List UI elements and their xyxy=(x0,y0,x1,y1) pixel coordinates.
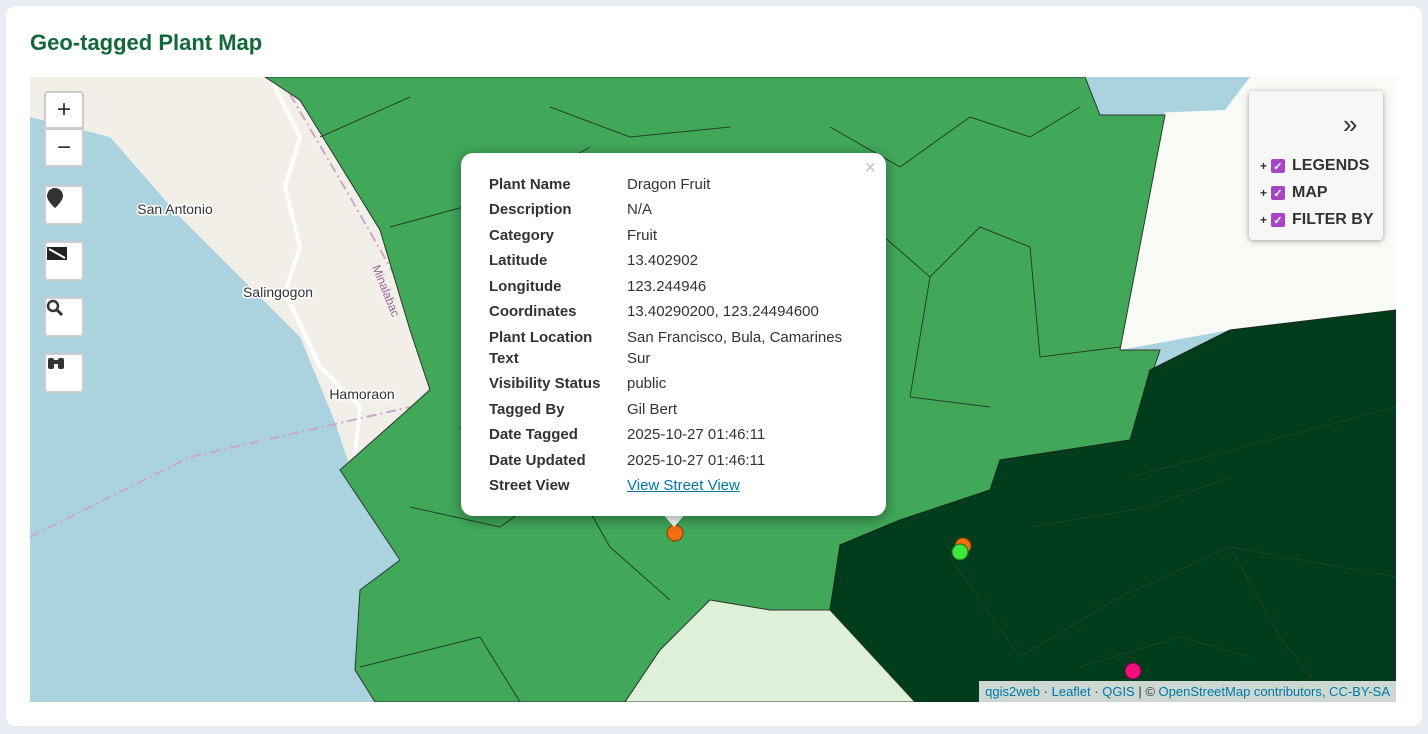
card: Geo-tagged Plant Map San Antonio Salingo… xyxy=(6,6,1422,726)
road xyxy=(268,77,363,458)
locate-icon xyxy=(47,188,63,208)
region xyxy=(624,599,916,702)
field-label: Visibility Status xyxy=(489,375,601,392)
field-label: Longitude xyxy=(489,278,562,295)
field-value: 13.40290200, 123.24494600 xyxy=(627,303,819,320)
map[interactable]: San Antonio Salingogon Hamoraon Minalaba… xyxy=(30,77,1396,702)
layer-label: LEGENDS xyxy=(1292,157,1370,174)
layer-checkbox[interactable]: ✓ xyxy=(1271,213,1286,227)
region xyxy=(829,309,1396,702)
geocode-button[interactable] xyxy=(44,353,84,393)
attribution-link[interactable]: OpenStreetMap contributors, CC-BY-SA xyxy=(1158,684,1390,699)
popup: × Plant Name Dragon Fruit Description N/A Ca… xyxy=(461,153,886,516)
plant-marker[interactable] xyxy=(666,524,684,542)
field-value: Dragon Fruit xyxy=(627,176,711,193)
street-view-link[interactable]: View Street View xyxy=(627,477,740,494)
measure-icon xyxy=(47,247,67,260)
layer-item[interactable]: + ✓ FILTER BY xyxy=(1260,211,1374,229)
place-label: Hamoraon xyxy=(329,386,394,402)
search-button[interactable] xyxy=(44,297,84,337)
attribution-link[interactable]: qgis2web xyxy=(985,684,1041,699)
layer-checkbox[interactable]: ✓ xyxy=(1271,186,1286,200)
layer-expander[interactable]: + xyxy=(1260,159,1268,173)
attribution-link[interactable]: Leaflet xyxy=(1051,684,1091,699)
field-label: Plant Location Text xyxy=(489,329,593,367)
layer-expander[interactable]: + xyxy=(1260,213,1268,227)
plant-marker[interactable] xyxy=(1124,662,1142,680)
layer-label: FILTER BY xyxy=(1292,211,1374,228)
locate-button[interactable] xyxy=(44,185,84,225)
plant-marker[interactable] xyxy=(951,543,969,561)
attribution: qgis2web · Leaflet · QGIS | © OpenStreet… xyxy=(979,681,1396,702)
layer-label: MAP xyxy=(1292,184,1328,201)
field-value: N/A xyxy=(627,201,653,218)
layer-checkbox[interactable]: ✓ xyxy=(1271,159,1286,173)
field-value: Fruit xyxy=(627,227,657,244)
field-label: Date Updated xyxy=(489,452,586,469)
field-value: 123.244946 xyxy=(627,278,707,295)
measure-button[interactable] xyxy=(44,241,84,281)
place-label: San Antonio xyxy=(137,201,213,217)
place-label: Salingogon xyxy=(243,284,313,300)
field-value: San Francisco, Bula, Camarines Sur xyxy=(627,329,843,367)
field-label: Latitude xyxy=(489,252,548,269)
binoculars-icon xyxy=(48,358,64,369)
field-label: Description xyxy=(489,201,572,218)
field-label: Coordinates xyxy=(489,303,577,320)
page-title: Geo-tagged Plant Map xyxy=(30,30,263,55)
field-value: 2025-10-27 01:46:11 xyxy=(627,452,766,469)
search-icon xyxy=(46,299,64,317)
water xyxy=(1080,77,1250,115)
zoom-in[interactable]: + xyxy=(44,91,84,129)
layer-item[interactable]: + ✓ LEGENDS xyxy=(1260,157,1369,175)
attribution-link[interactable]: QGIS xyxy=(1102,684,1135,699)
field-value: public xyxy=(627,375,667,392)
field-value: View Street View xyxy=(627,475,867,496)
field-label: Category xyxy=(489,227,555,244)
field-label: Street View xyxy=(489,477,570,494)
field-value: 2025-10-27 01:46:11 xyxy=(627,426,766,443)
layer-item[interactable]: + ✓ MAP xyxy=(1260,184,1328,202)
popup-close[interactable]: × xyxy=(864,157,876,179)
popup-tip xyxy=(662,513,686,527)
attribution-text: · xyxy=(1090,684,1103,699)
land xyxy=(30,77,430,467)
layer-control: » + ✓ LEGENDS + ✓ MAP + ✓ FILTER BY xyxy=(1249,91,1383,240)
field-label: Plant Name xyxy=(489,176,571,193)
zoom-out[interactable]: − xyxy=(44,129,84,167)
attribution-text: · xyxy=(1040,684,1052,699)
field-label: Date Tagged xyxy=(489,426,578,443)
field-value: Gil Bert xyxy=(627,401,678,418)
layer-expander[interactable]: + xyxy=(1260,186,1268,200)
field-label: Tagged By xyxy=(489,401,565,418)
layer-toggle[interactable]: » xyxy=(1343,109,1358,139)
attribution-text: | © xyxy=(1134,684,1159,699)
field-value: 13.402902 xyxy=(627,252,698,269)
